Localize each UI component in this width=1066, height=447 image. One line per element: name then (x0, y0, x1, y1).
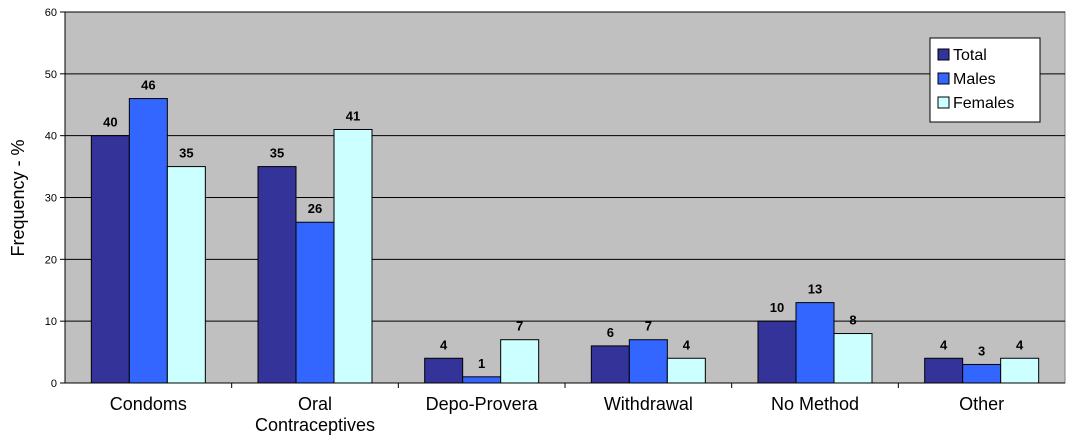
y-tick-label: 30 (45, 193, 57, 205)
data-label: 4 (940, 337, 948, 352)
bar-males (962, 363, 1002, 384)
legend: Total Males Females (929, 37, 1041, 123)
data-label: 6 (607, 325, 614, 340)
y-tick-label: 50 (45, 69, 57, 81)
data-label: 4 (1016, 337, 1024, 352)
legend-label: Total (953, 47, 987, 64)
data-label: 7 (516, 319, 523, 334)
data-label: 4 (683, 337, 691, 352)
bar-males (795, 302, 835, 384)
y-tick-label: 40 (45, 131, 57, 143)
data-label: 3 (978, 343, 985, 358)
bar-total (757, 320, 797, 384)
legend-swatch (937, 72, 950, 85)
y-tick-label: 10 (45, 316, 57, 328)
x-tick-label: No Method (771, 394, 859, 414)
x-tick-label: Condoms (110, 394, 187, 414)
legend-swatch (937, 48, 950, 61)
y-axis-title: Frequency - % (8, 139, 28, 256)
data-label: 10 (770, 300, 784, 315)
data-label: 1 (478, 356, 485, 371)
x-tick-label: Withdrawal (604, 394, 693, 414)
data-label: 13 (808, 282, 822, 297)
y-tick-label: 0 (51, 378, 57, 390)
bar-total (924, 357, 964, 384)
bar-females (500, 339, 540, 384)
bar-total (590, 345, 630, 384)
data-label: 4 (440, 337, 448, 352)
bar-total (257, 166, 297, 384)
gridlines (65, 11, 1065, 322)
bar-males (462, 376, 502, 384)
bar-females (333, 128, 373, 384)
data-label: 41 (346, 108, 360, 123)
bar-females (666, 357, 706, 384)
bar-males (295, 221, 335, 384)
x-tick-label: Contraceptives (255, 415, 375, 435)
data-label: 40 (103, 115, 117, 130)
x-tick-label: Depo-Provera (426, 394, 539, 414)
data-label: 8 (849, 313, 856, 328)
data-label: 35 (179, 146, 193, 161)
bar-females (166, 166, 206, 384)
data-label: 7 (645, 319, 652, 334)
bar-total (90, 135, 130, 384)
x-tick-label: Other (959, 394, 1004, 414)
legend-label: Males (953, 71, 996, 88)
bar-males (128, 98, 168, 384)
x-tick-label: Oral (298, 394, 332, 414)
data-label: 46 (141, 78, 155, 93)
y-axis: 0 10 20 30 40 50 60 (45, 7, 66, 390)
legend-label: Females (953, 95, 1014, 112)
bars (90, 98, 1040, 384)
y-tick-label: 20 (45, 254, 57, 266)
y-tick-label: 60 (45, 7, 57, 19)
bar-females (833, 333, 873, 384)
bar-females (1000, 357, 1040, 384)
legend-swatch (937, 96, 950, 109)
data-label: 35 (270, 146, 284, 161)
bar-total (424, 357, 464, 384)
bar-males (628, 339, 668, 384)
data-label: 26 (308, 201, 322, 216)
